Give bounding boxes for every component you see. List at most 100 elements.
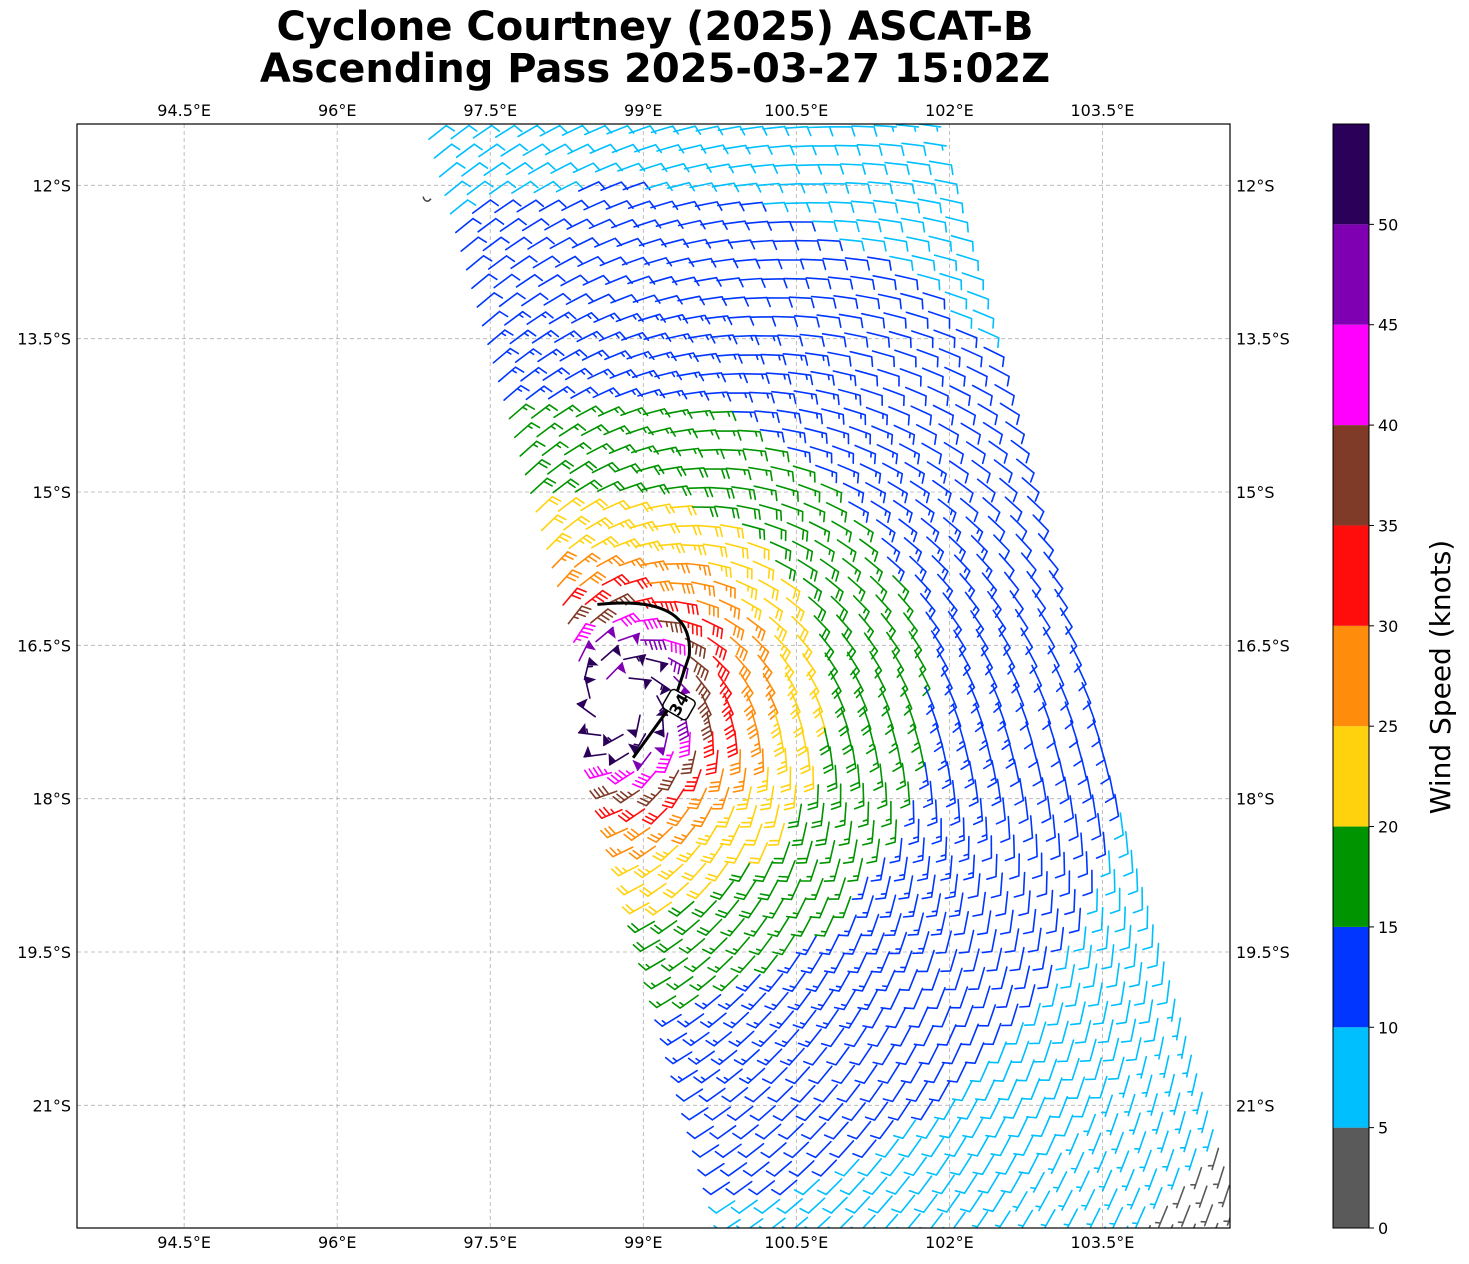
wind-barb (702, 937, 728, 955)
wind-barb (632, 939, 661, 952)
wind-barb (875, 594, 892, 621)
colorbar-tick-label: 45 (1378, 316, 1398, 335)
colorbar-tick-label: 40 (1378, 416, 1398, 435)
wind-barb (637, 313, 667, 323)
wind-barb (548, 311, 577, 325)
wind-barb (892, 575, 910, 601)
wind-barb (826, 1046, 850, 1066)
wind-barb (606, 662, 624, 680)
wind-barb (1036, 871, 1048, 898)
wind-barb (915, 424, 937, 445)
wind-barb (815, 1009, 839, 1029)
wind-barb (926, 536, 945, 562)
wind-barb (746, 1011, 772, 1029)
wind-barb (1005, 740, 1016, 769)
wind-barb (843, 407, 867, 426)
wind-barb (803, 765, 815, 793)
wind-barb (732, 1124, 759, 1140)
wind-barb (980, 1098, 1001, 1120)
wind-barb (893, 856, 908, 882)
wind-barb (834, 1158, 860, 1177)
wind-barb (849, 764, 861, 792)
wind-barb (1192, 1091, 1203, 1115)
wind-barb (836, 539, 857, 563)
wind-barb (748, 391, 775, 404)
wind-barb (701, 618, 724, 640)
wind-barb (1023, 721, 1034, 750)
wind-barb (882, 462, 904, 484)
wind-barb (842, 933, 863, 955)
wind-barb (990, 872, 1003, 899)
wind-barb (1091, 906, 1104, 933)
wind-barb (712, 974, 739, 992)
wind-barb (597, 480, 626, 492)
wind-barb (1008, 1115, 1029, 1138)
wind-barb (1003, 1097, 1024, 1119)
wind-barb (481, 310, 509, 327)
wind-barb (928, 235, 953, 252)
wind-barb (671, 994, 699, 1009)
wind-barb (999, 909, 1014, 935)
wind-barb (657, 769, 680, 791)
wind-barb (1053, 1171, 1068, 1193)
wind-barb (986, 853, 998, 880)
wind-barb-flag (653, 728, 665, 738)
wind-barb (1126, 1187, 1141, 1210)
wind-barb (785, 897, 807, 919)
wind-barb (903, 1156, 927, 1177)
wind-barb (977, 403, 998, 426)
wind-barb (636, 464, 665, 476)
wind-barb (986, 666, 998, 695)
wind-barb (783, 784, 797, 811)
wind-barb (872, 1044, 895, 1066)
wind-barb (855, 294, 881, 310)
wind-barb (1000, 815, 1011, 843)
wind-barb (1055, 945, 1070, 971)
wind-barb (1028, 739, 1038, 768)
wind-barb (904, 461, 925, 484)
wind-barb (756, 1048, 783, 1066)
wind-barb (737, 1142, 765, 1159)
lat-tick-label-right: 19.5°S (1236, 943, 1290, 962)
wind-barb (696, 600, 719, 618)
wind-barb (949, 460, 969, 484)
wind-barb (714, 1143, 742, 1158)
wind-barb (861, 312, 886, 329)
wind-barb (673, 675, 691, 694)
wind-barb (804, 352, 830, 367)
wind-barb (962, 1117, 984, 1139)
wind-barb (842, 482, 865, 504)
wind-barb (982, 421, 1003, 445)
wind-barb (950, 310, 973, 329)
wind-barb (866, 331, 891, 348)
wind-barb (787, 446, 811, 464)
wind-barb (707, 637, 727, 661)
colorbar-tick-label: 15 (1378, 918, 1398, 937)
wind-barb (636, 789, 663, 807)
wind-barb (883, 312, 907, 329)
wind-barb (1065, 626, 1078, 654)
wind-barb (1115, 1000, 1131, 1025)
wind-barb (728, 163, 757, 174)
wind-barb (792, 540, 814, 562)
colorbar-swatch (1333, 525, 1369, 626)
wind-barb (921, 442, 942, 465)
wind-barb (812, 690, 824, 719)
wind-barb (748, 935, 773, 956)
wind-barb (982, 1191, 1006, 1213)
wind-barb (710, 1049, 738, 1066)
wind-barb (927, 386, 949, 407)
colorbar-tick-label: 10 (1378, 1018, 1398, 1037)
wind-barb (600, 826, 629, 839)
wind-barb (743, 917, 768, 937)
wind-barb (776, 747, 788, 775)
wind-barb (809, 896, 829, 919)
wind-barb (839, 1177, 865, 1196)
wind-barb (1070, 644, 1083, 673)
wind-barb (588, 293, 617, 305)
wind-barb (899, 368, 922, 387)
wind-barb (888, 406, 910, 426)
wind-barb (958, 929, 975, 954)
wind-barb (1064, 795, 1075, 823)
wind-barb (634, 864, 662, 879)
